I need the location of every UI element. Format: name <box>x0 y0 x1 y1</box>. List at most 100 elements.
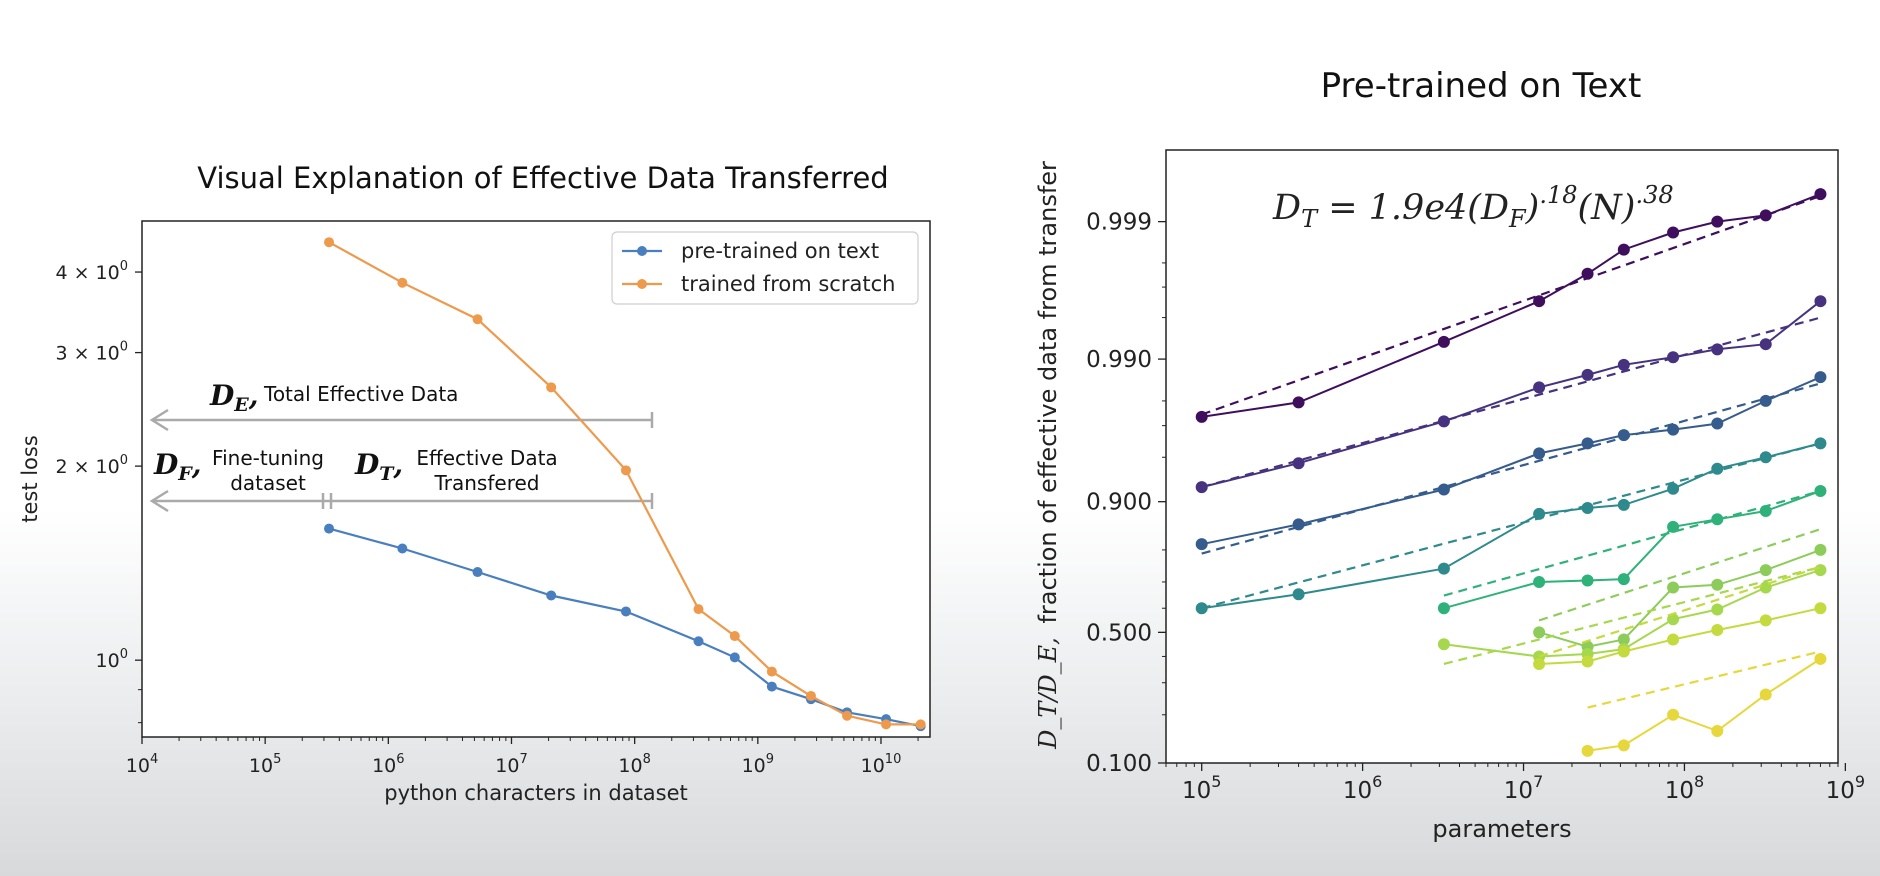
right-data-point <box>1617 358 1630 371</box>
right-data-point <box>1711 603 1724 616</box>
right-plot-area <box>1165 149 1839 764</box>
right-data-point <box>1814 485 1827 498</box>
left-data-point <box>472 567 483 578</box>
right-x-tick-label: 107 <box>1504 772 1543 804</box>
de-text: Total Effective Data <box>263 382 458 406</box>
legend-box <box>611 231 919 305</box>
right-data-point <box>1533 447 1546 460</box>
legend-marker-pretrained <box>637 246 647 256</box>
left-x-tick-label: 104 <box>126 752 158 777</box>
right-data-point <box>1759 504 1772 517</box>
de-label: DE, <box>209 379 259 416</box>
right-data-point <box>1437 638 1450 651</box>
right-data-point <box>1814 564 1827 577</box>
right-data-point <box>1292 518 1305 531</box>
de-subscript: E <box>233 394 249 416</box>
de-symbol: D <box>209 379 235 412</box>
left-y-tick-label: 2 × 100 <box>55 453 128 478</box>
right-x-tick-label: 106 <box>1343 772 1382 804</box>
dt-subscript: T <box>379 463 395 485</box>
left-y-tick-label: 3 × 100 <box>55 340 128 365</box>
left-y-tick-label: 100 <box>96 647 128 672</box>
right-data-point <box>1581 655 1594 668</box>
left-x-axis-label: python characters in dataset <box>384 781 688 805</box>
right-fit-line-8 <box>1587 650 1821 709</box>
left-data-point <box>766 681 777 692</box>
right-data-point <box>1292 457 1305 470</box>
right-series-line-0 <box>1201 193 1821 418</box>
right-x-axis-label: parameters <box>1432 815 1571 843</box>
right-y-axis: 0.999 0.990 0.900 0.500 0.100 <box>1086 210 1166 777</box>
right-data-point <box>1667 482 1680 495</box>
right-data-point <box>1711 513 1724 526</box>
right-fit-line-2 <box>1201 382 1821 555</box>
left-data-point <box>620 465 631 476</box>
left-data-point <box>729 631 740 642</box>
right-data-point <box>1814 295 1827 308</box>
dt-symbol: D <box>354 448 380 481</box>
dt-label: DT, <box>354 448 403 485</box>
right-data-point <box>1617 739 1630 752</box>
right-data-point <box>1814 371 1827 384</box>
left-legend: pre-trained on text trained from scratch <box>611 231 919 305</box>
left-data-point <box>766 666 777 677</box>
eq-lhs: D <box>1272 188 1301 228</box>
right-data-point <box>1814 652 1827 665</box>
right-data-point <box>1617 429 1630 442</box>
right-data-point <box>1581 744 1594 757</box>
right-y-tick-label: 0.500 <box>1086 620 1152 646</box>
right-data-point <box>1711 623 1724 636</box>
eq-exp2: .38 <box>1635 181 1673 209</box>
left-series-line-scratch <box>328 241 921 726</box>
right-data-point <box>1581 368 1594 381</box>
right-data-point <box>1437 415 1450 428</box>
right-x-axis: 105 106 107 108 109 <box>1165 763 1865 804</box>
right-data-point <box>1533 657 1546 670</box>
left-data-point <box>324 237 335 248</box>
left-data-point <box>546 590 557 601</box>
right-data-point <box>1195 538 1208 551</box>
right-data-point <box>1195 481 1208 494</box>
left-data-point <box>397 543 408 554</box>
right-ylabel-math: D_T/D_E, <box>1034 637 1062 750</box>
df-label: DF, <box>153 448 202 485</box>
right-fit-line-5 <box>1538 528 1821 622</box>
right-data-point <box>1195 410 1208 423</box>
df-text-line2: dataset <box>230 471 306 495</box>
eq-lhs-sub: T <box>1301 205 1319 233</box>
right-data-point <box>1437 562 1450 575</box>
left-data-point <box>805 690 816 701</box>
dt-text-line1: Effective Data <box>416 446 557 470</box>
right-data-point <box>1533 295 1546 308</box>
left-x-tick-label: 107 <box>495 752 527 777</box>
left-plot-area <box>141 220 931 738</box>
left-data-point <box>915 719 926 730</box>
right-x-tick-label: 105 <box>1182 772 1221 804</box>
df-arrow-head <box>149 489 169 513</box>
right-data-point <box>1617 243 1630 256</box>
right-data-point <box>1667 226 1680 239</box>
right-series-line-8 <box>1587 658 1821 752</box>
right-data-point <box>1711 417 1724 430</box>
left-data-point <box>546 382 557 393</box>
right-data-point <box>1667 423 1680 436</box>
right-fit-line-6 <box>1443 565 1821 666</box>
right-data-point <box>1759 564 1772 577</box>
right-fit-line-1 <box>1201 316 1821 489</box>
right-y-axis-label: D_T/D_E, fraction of effective data from… <box>1034 161 1062 750</box>
right-chart: Pre-trained on Text 105 106 107 108 109 0.99… <box>1034 66 1865 843</box>
left-y-axis: 4 × 100 3 × 100 2 × 100 100 <box>55 259 142 724</box>
left-data-point <box>397 277 408 288</box>
right-data-point <box>1617 633 1630 646</box>
left-data-point <box>620 606 631 617</box>
left-x-tick-label: 109 <box>742 752 774 777</box>
right-data-point <box>1617 645 1630 658</box>
right-data-point <box>1437 335 1450 348</box>
legend-label-scratch: trained from scratch <box>681 272 895 296</box>
left-y-axis-label: test loss <box>18 435 42 523</box>
de-arrow-head <box>149 408 169 432</box>
scaling-law-equation: DT = 1.9e4(DF).18(N).38 <box>1272 181 1674 233</box>
right-series-line-1 <box>1201 300 1822 489</box>
right-data-point <box>1759 614 1772 627</box>
right-data-point <box>1814 437 1827 450</box>
